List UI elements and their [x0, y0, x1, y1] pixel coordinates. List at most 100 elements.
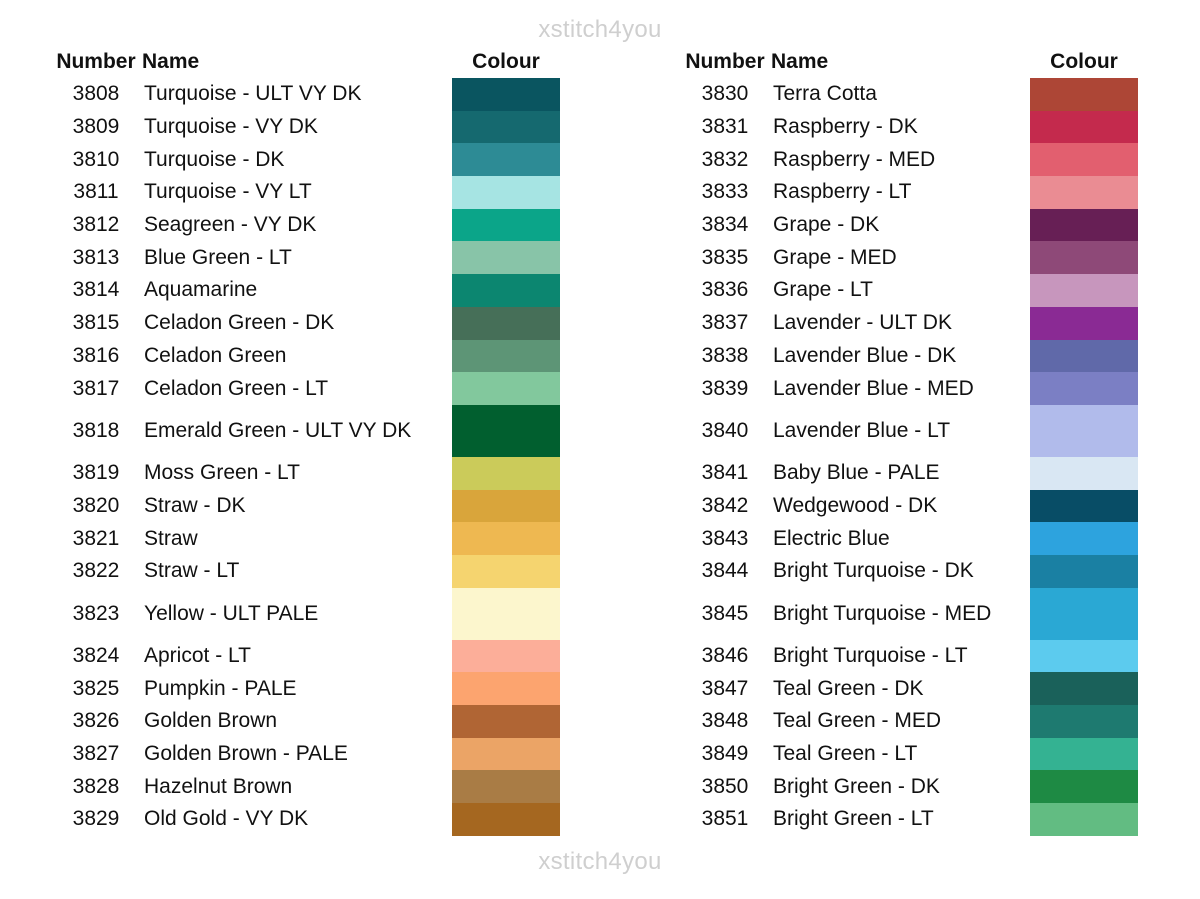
thread-number: 3823 [72, 601, 120, 625]
thread-number: 3831 [701, 115, 749, 139]
table-row: 3821 Straw [50, 522, 560, 555]
colour-cell [452, 672, 560, 705]
colour-swatch [452, 143, 560, 177]
colour-swatch [1030, 803, 1138, 836]
thread-number: 3832 [701, 147, 749, 171]
thread-number: 3811 [73, 180, 119, 204]
table-body-right: 3830 Terra Cotta 3831 Raspberry - DK 3832 Ras… [679, 78, 1138, 836]
thread-number: 3842 [701, 493, 749, 517]
thread-number: 3838 [701, 343, 749, 367]
colour-swatch [1030, 274, 1138, 307]
table-row: 3822 Straw - LT [50, 554, 560, 588]
table-row: 3820 Straw - DK [50, 489, 560, 523]
thread-name: Turquoise - VY DK [144, 115, 318, 139]
thread-number: 3825 [72, 676, 120, 700]
colour-swatch [1030, 176, 1138, 209]
thread-name: Celadon Green - DK [144, 311, 335, 335]
colour-swatch [1030, 404, 1138, 457]
header-row: Number Name Colour [679, 46, 1138, 78]
colour-cell [1030, 143, 1138, 177]
colour-swatch [452, 489, 560, 523]
table-row: 3814 Aquamarine [50, 274, 560, 307]
thread-name: Bright Green - LT [773, 807, 934, 831]
thread-name: Bright Turquoise - DK [773, 559, 974, 583]
colour-cell [1030, 241, 1138, 275]
thread-name: Moss Green - LT [144, 461, 300, 485]
thread-number: 3840 [701, 418, 749, 442]
table-row: 3832 Raspberry - MED [679, 143, 1138, 177]
colour-swatch [1030, 737, 1138, 771]
thread-number: 3848 [701, 709, 749, 733]
thread-name: Lavender - ULT DK [773, 311, 952, 335]
table-row: 3812 Seagreen - VY DK [50, 208, 560, 242]
colour-cell [452, 554, 560, 588]
thread-number: 3836 [701, 278, 749, 302]
colour-cell [1030, 737, 1138, 771]
table-row: 3828 Hazelnut Brown [50, 770, 560, 804]
table-row: 3810 Turquoise - DK [50, 143, 560, 177]
thread-number: 3845 [701, 601, 749, 625]
thread-name: Golden Brown - PALE [144, 742, 348, 766]
thread-name: Bright Turquoise - MED [773, 601, 992, 625]
thread-name: Wedgewood - DK [773, 493, 938, 517]
thread-number: 3830 [701, 82, 749, 106]
colour-cell [452, 489, 560, 523]
table-row: 3831 Raspberry - DK [679, 110, 1138, 144]
colour-swatch [452, 639, 560, 673]
colour-cell [452, 705, 560, 738]
colour-swatch [452, 306, 560, 340]
table-row: 3813 Blue Green - LT [50, 241, 560, 275]
thread-number: 3828 [72, 774, 120, 798]
colour-swatch [1030, 306, 1138, 340]
thread-name: Turquoise - ULT VY DK [144, 82, 362, 106]
thread-number: 3833 [701, 180, 749, 204]
colour-swatch [1030, 143, 1138, 177]
colour-cell [452, 208, 560, 242]
thread-name: Grape - DK [773, 213, 880, 237]
colour-swatch [452, 770, 560, 804]
thread-number: 3818 [72, 418, 120, 442]
table-row: 3839 Lavender Blue - MED [679, 372, 1138, 405]
colour-cell [1030, 587, 1138, 640]
table-row: 3811 Turquoise - VY LT [50, 176, 560, 209]
thread-number: 3821 [72, 526, 120, 550]
thread-number: 3829 [72, 807, 120, 831]
colour-swatch [1030, 587, 1138, 640]
thread-name: Lavender Blue - MED [773, 376, 974, 400]
thread-name: Teal Green - LT [773, 742, 918, 766]
colour-cell [1030, 489, 1138, 523]
table-row: 3836 Grape - LT [679, 274, 1138, 307]
colour-cell [1030, 404, 1138, 457]
thread-number: 3817 [72, 376, 120, 400]
colour-swatch [452, 404, 560, 457]
thread-name: Grape - MED [773, 245, 897, 269]
thread-number: 3819 [72, 461, 120, 485]
thread-number: 3835 [701, 245, 749, 269]
thread-name: Grape - LT [773, 278, 873, 302]
colour-swatch [452, 372, 560, 405]
thread-number: 3841 [701, 461, 749, 485]
table-row: 3829 Old Gold - VY DK [50, 803, 560, 836]
colour-cell [452, 78, 560, 111]
thread-number: 3839 [701, 376, 749, 400]
thread-number: 3810 [72, 147, 120, 171]
table-row: 3845 Bright Turquoise - MED [679, 587, 1138, 640]
thread-number: 3837 [701, 311, 749, 335]
colour-cell [1030, 803, 1138, 836]
thread-name: Pumpkin - PALE [144, 676, 297, 700]
colour-cell [452, 522, 560, 555]
table-row: 3834 Grape - DK [679, 208, 1138, 242]
thread-name: Golden Brown [144, 709, 278, 733]
colour-cell [452, 404, 560, 457]
thread-name: Teal Green - MED [773, 709, 942, 733]
colour-cell [452, 737, 560, 771]
colour-cell [1030, 208, 1138, 242]
colour-cell [452, 372, 560, 405]
colour-table-left: Number Name Colour 3808 Turquoise - ULT V… [50, 46, 560, 836]
colour-cell [452, 110, 560, 144]
table-row: 3823 Yellow - ULT PALE [50, 587, 560, 640]
thread-name: Baby Blue - PALE [773, 461, 940, 485]
colour-swatch [1030, 522, 1138, 555]
table-row: 3837 Lavender - ULT DK [679, 306, 1138, 340]
thread-name: Lavender Blue - DK [773, 343, 957, 367]
